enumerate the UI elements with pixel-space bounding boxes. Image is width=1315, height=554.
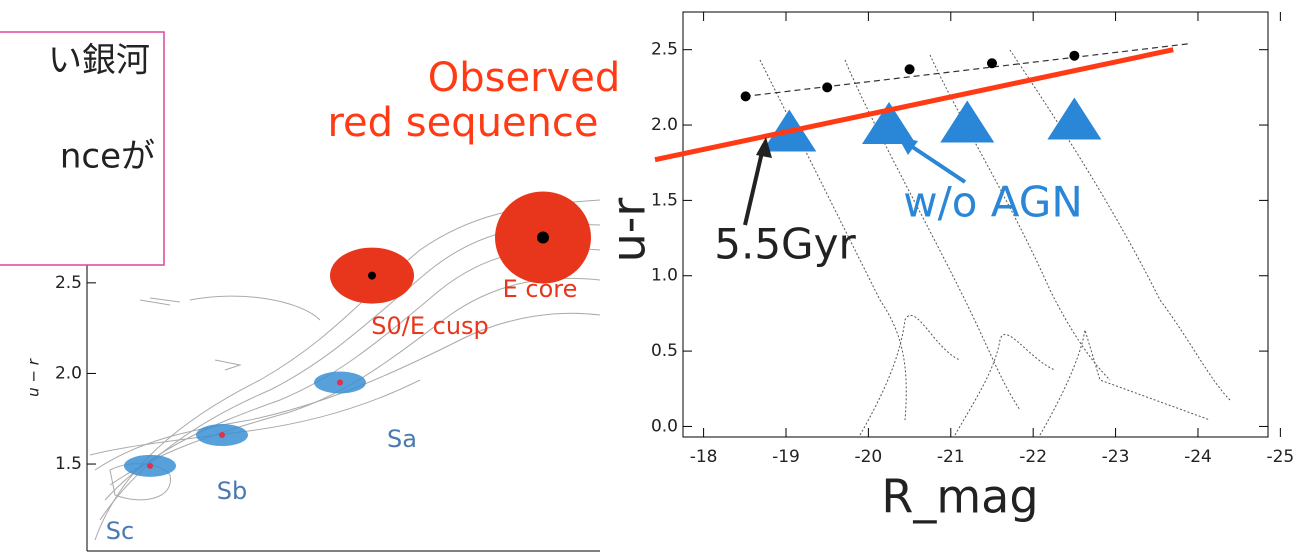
galaxy-core — [219, 432, 225, 438]
x-tick-label: -23 — [1102, 447, 1130, 467]
y-tick-label: 2.0 — [55, 363, 82, 383]
x-tick-label: -24 — [1184, 447, 1212, 467]
arrow — [905, 142, 965, 182]
y-tick-label: 2.5 — [55, 273, 82, 293]
x-tick-label: -19 — [772, 447, 800, 467]
text-box-line: nceが — [60, 137, 155, 177]
y-tick-label: 2.0 — [651, 115, 678, 135]
arrow — [745, 148, 763, 225]
point — [741, 91, 751, 101]
slide: 1.52.02.5u − rScSbSaS0/E cuspE core い銀河 … — [0, 0, 1315, 554]
point — [905, 64, 915, 74]
x-tick-label: -18 — [690, 447, 718, 467]
galaxy-label: Sa — [387, 425, 417, 453]
x-tick-label: -21 — [937, 447, 965, 467]
galaxy-label: Sc — [106, 517, 134, 545]
y-tick-label: 1.0 — [651, 266, 678, 286]
triangle — [1047, 97, 1101, 139]
y-tick-label: 0.0 — [651, 416, 678, 436]
galaxy-core — [147, 463, 153, 469]
right-chart: 0.00.51.01.52.02.5-18-19-20-21-22-23-24-… — [327, 12, 1294, 524]
y-tick-label: 2.5 — [651, 40, 678, 60]
point — [822, 82, 832, 92]
x-tick-label: -22 — [1019, 447, 1047, 467]
annotation: w/o AGN — [903, 178, 1083, 227]
x-tick-label: -20 — [854, 447, 882, 467]
y-axis-label: u − r — [25, 358, 43, 397]
galaxy-label: S0/E cusp — [371, 312, 489, 340]
annotation: red sequence — [327, 100, 598, 146]
point — [987, 58, 997, 68]
galaxy-core — [368, 272, 376, 280]
triangle — [940, 101, 994, 143]
galaxy-core — [537, 232, 549, 244]
text-box-line: い銀河 — [48, 41, 150, 81]
y-tick-label: 1.5 — [55, 454, 82, 474]
galaxy-label: Sb — [217, 477, 247, 505]
x-tick-label: -25 — [1266, 447, 1294, 467]
galaxy-core — [337, 379, 343, 385]
x-axis-label: R_mag — [881, 470, 1038, 524]
point — [1069, 51, 1079, 61]
y-axis-label: u-r — [602, 198, 656, 263]
annotation: 5.5Gyr — [714, 220, 856, 269]
arrowhead — [898, 137, 918, 155]
y-tick-label: 0.5 — [651, 341, 678, 361]
series-line — [745, 44, 1190, 97]
galaxy-label: E core — [503, 275, 578, 303]
annotation: Observed — [428, 55, 620, 101]
